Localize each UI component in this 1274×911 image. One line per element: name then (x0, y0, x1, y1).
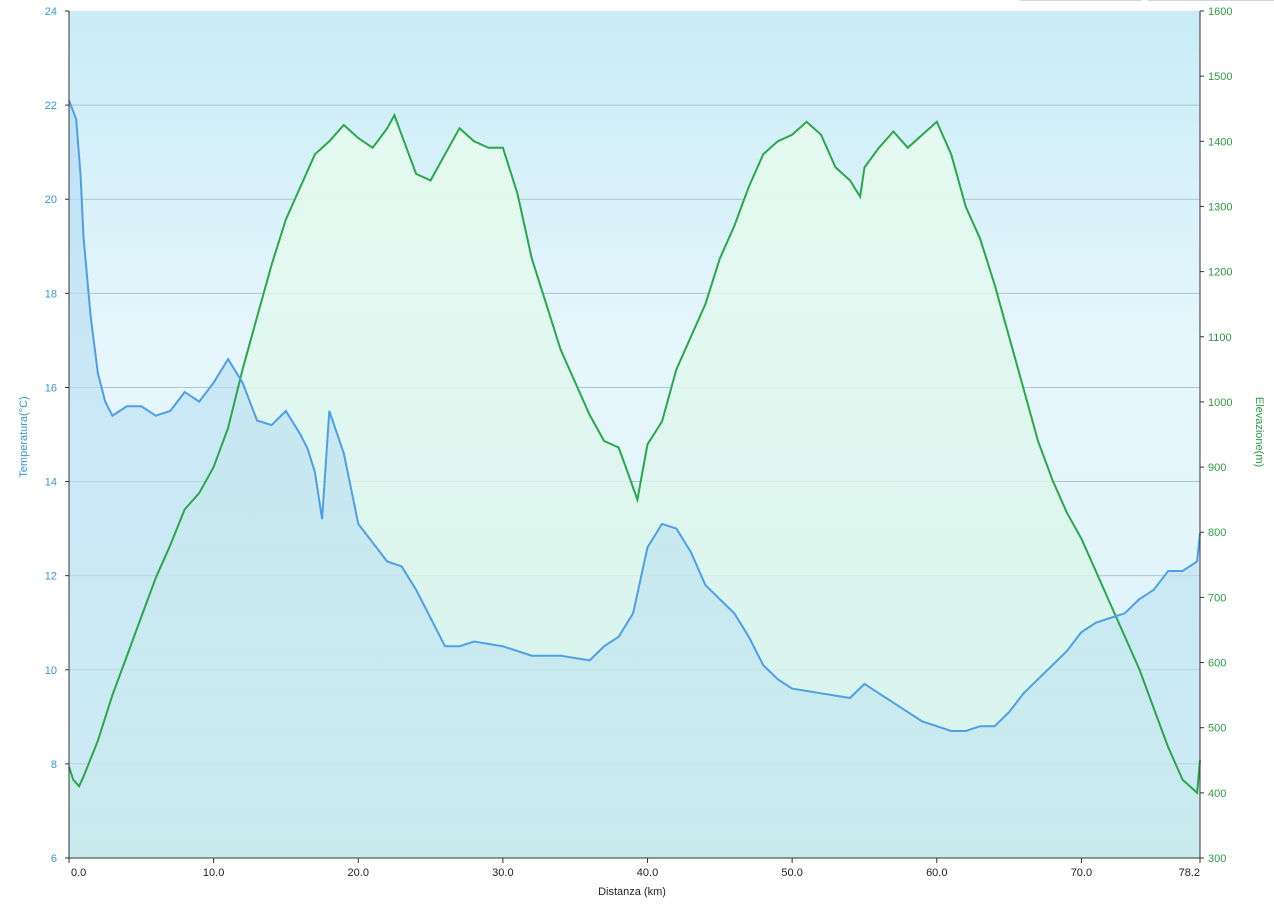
left-axis-ticks: 6 8 10 12 14 16 18 20 22 24 (45, 6, 69, 865)
elevation-line (68, 112, 1201, 795)
left-tick-label: 24 (45, 6, 57, 18)
temperature-line (68, 100, 1201, 732)
right-tick-label: 400 (1208, 788, 1226, 800)
x-axis-title: Distanza (km) (598, 886, 666, 898)
x-tick-label: 20.0 (348, 867, 369, 879)
right-tick-label: 800 (1208, 527, 1226, 539)
left-tick-label: 12 (45, 571, 57, 583)
right-tick-label: 1400 (1208, 136, 1232, 148)
x-tick-label: 50.0 (781, 867, 802, 879)
right-tick-label: 1200 (1208, 267, 1232, 279)
x-tick-label: 0.0 (71, 867, 86, 879)
right-tick-label: 500 (1208, 723, 1226, 735)
right-tick-label: 700 (1208, 592, 1226, 604)
right-tick-label: 1500 (1208, 71, 1232, 83)
right-tick-label: 1600 (1208, 6, 1232, 18)
right-axis-ticks: 300 400 500 600 700 800 900 1000 1100 1200 1300 140… (1200, 6, 1232, 865)
left-tick-label: 14 (45, 477, 57, 489)
right-tick-label: 300 (1208, 853, 1226, 865)
left-tick-label: 16 (45, 382, 57, 394)
left-tick-label: 6 (51, 853, 57, 865)
left-tick-label: 10 (45, 665, 57, 677)
x-tick-label: 78.2 (1179, 867, 1200, 879)
x-tick-label: 40.0 (637, 867, 658, 879)
right-tick-label: 900 (1208, 462, 1226, 474)
left-tick-label: 20 (45, 194, 57, 206)
right-tick-label: 600 (1208, 658, 1226, 670)
left-tick-label: 18 (45, 288, 57, 300)
right-tick-label: 1000 (1208, 397, 1232, 409)
temperature-area (69, 100, 1200, 858)
x-tick-label: 10.0 (203, 867, 224, 879)
x-tick-label: 30.0 (492, 867, 513, 879)
left-tick-label: 22 (45, 100, 57, 112)
right-axis-title: Elevazione(m) (1253, 397, 1265, 467)
left-tick-label: 8 (51, 759, 57, 771)
x-axis-ticks: 0.0 10.0 20.0 30.0 40.0 50.0 60.0 70.0 78.2 (68, 858, 1201, 879)
x-tick-label: 60.0 (926, 867, 947, 879)
right-tick-label: 1100 (1208, 332, 1232, 344)
left-axis-title: Temperatura(°C) (18, 396, 30, 477)
right-tick-label: 1300 (1208, 201, 1232, 213)
x-tick-label: 70.0 (1071, 867, 1092, 879)
